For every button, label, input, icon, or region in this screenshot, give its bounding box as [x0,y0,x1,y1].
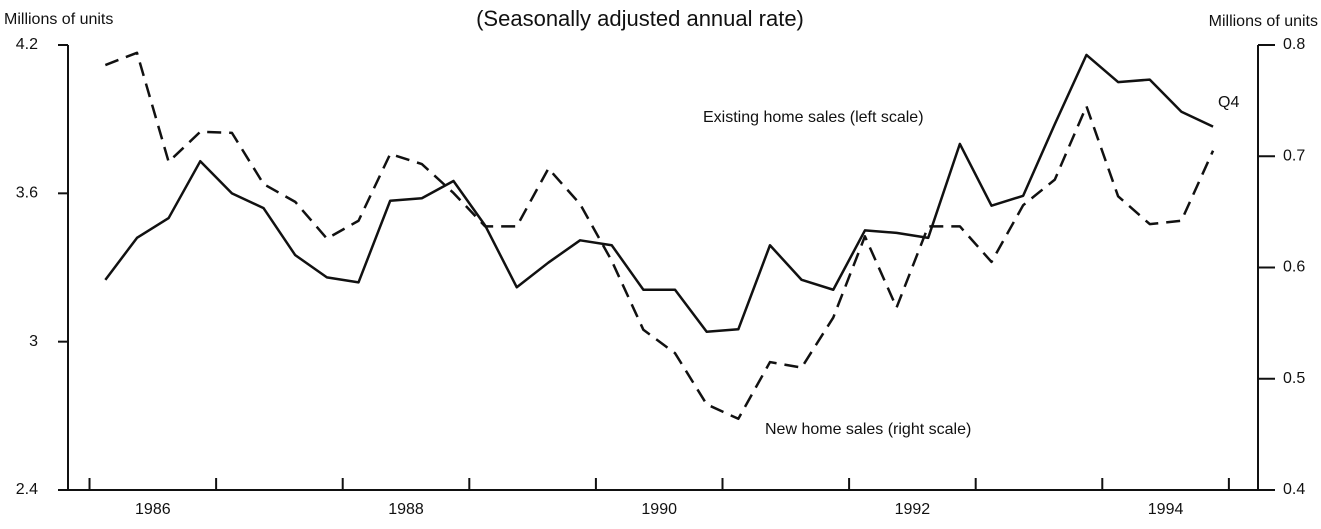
x-tick-label: 1986 [135,501,171,518]
series-label: Existing home sales (left scale) [703,109,924,126]
y2-tick-label: 0.4 [1283,481,1305,498]
y-axis-label: Millions of units [4,11,113,28]
series-line [104,53,1214,334]
y-tick-label: 4.2 [16,36,38,53]
y2-tick-label: 0.7 [1283,147,1305,164]
x-tick-label: 1994 [1148,501,1184,518]
x-tick-label: 1990 [641,501,677,518]
x-tick-label: 1992 [895,501,931,518]
y-tick-label: 3 [29,333,38,350]
series-label: New home sales (right scale) [765,421,971,438]
y2-tick-label: 0.8 [1283,36,1305,53]
y-tick-label: 3.6 [16,185,38,202]
series-line [104,51,1215,421]
y2-tick-label: 0.6 [1283,259,1305,276]
y2-axis-label: Millions of units [1209,13,1318,30]
x-tick-label: 1988 [388,501,424,518]
y-tick-label: 2.4 [16,481,38,498]
y2-tick-label: 0.5 [1283,370,1305,387]
chart-subtitle: (Seasonally adjusted annual rate) [476,6,804,31]
annotation: Q4 [1218,94,1239,111]
